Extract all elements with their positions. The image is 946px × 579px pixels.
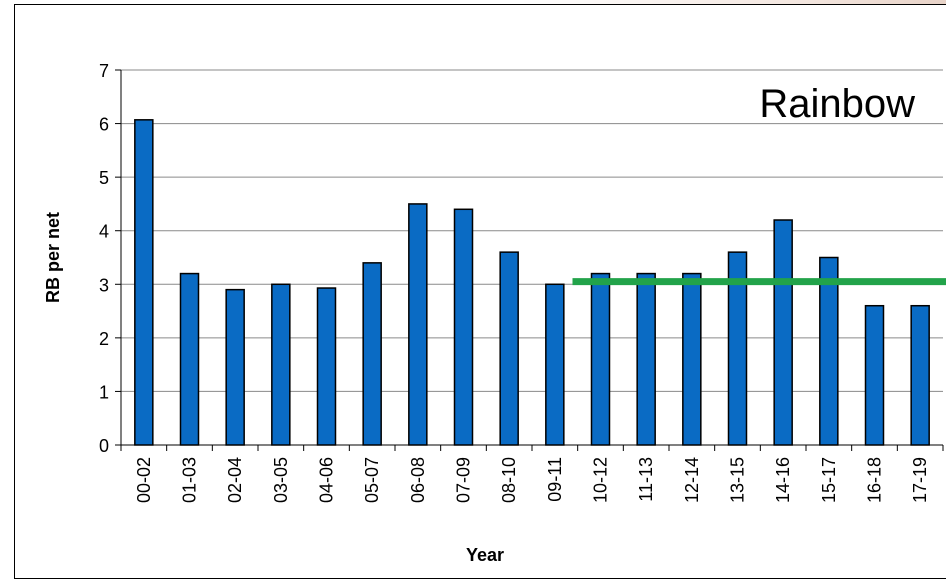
y-tick-label: 6 [99, 115, 109, 135]
x-tick-label: 17-19 [910, 457, 930, 503]
x-tick-label: 10-12 [591, 457, 611, 503]
x-axis-ticks: 00-02 01-03 02-04 03-05 04-06 05-07 06-08 07-09… [120, 445, 944, 503]
bar-03-05 [271, 283, 291, 446]
y-tick-label: 2 [99, 329, 109, 349]
x-tick-label: 16-18 [865, 457, 885, 503]
x-tick-label: 12-14 [682, 457, 702, 503]
bar-08-10 [499, 251, 519, 446]
bar-06-08 [408, 203, 428, 446]
bar-17-19 [910, 304, 930, 446]
bar-07-09 [453, 208, 474, 446]
y-tick-label: 7 [99, 61, 109, 81]
y-tick-label: 4 [99, 222, 109, 242]
x-tick-label: 14-16 [773, 457, 793, 503]
y-axis-title: RB per net [43, 212, 63, 303]
x-tick-label: 04-06 [317, 457, 337, 503]
x-tick-label: 06-08 [408, 457, 428, 503]
y-axis-ticks: 0 1 2 3 4 5 6 7 [99, 61, 121, 456]
x-tick-label: 00-02 [134, 457, 154, 503]
bar-09-11 [545, 283, 565, 446]
y-tick-label: 3 [99, 275, 109, 295]
x-tick-label: 02-04 [225, 457, 245, 503]
x-tick-label: 11-13 [636, 457, 656, 502]
bar-15-17 [819, 256, 839, 446]
x-tick-label: 09-11 [545, 457, 565, 502]
bar-01-03 [179, 272, 200, 446]
gridlines [121, 69, 943, 392]
bar-05-07 [362, 262, 382, 446]
x-tick-label: 07-09 [454, 457, 474, 503]
bar-00-02 [134, 119, 154, 446]
chart-title: Rainbow [759, 82, 915, 126]
bar-11-13 [636, 272, 656, 446]
y-tick-label: 0 [99, 436, 109, 456]
x-tick-label: 13-15 [728, 457, 748, 503]
x-axis-title: Year [466, 545, 504, 565]
x-tick-label: 01-03 [180, 457, 200, 503]
x-tick-label: 15-17 [819, 457, 839, 503]
x-tick-label: 03-05 [271, 457, 291, 503]
y-tick-label: 5 [99, 168, 109, 188]
y-tick-label: 1 [99, 382, 109, 402]
x-tick-label: 05-07 [362, 457, 382, 503]
bar-16-18 [864, 304, 885, 446]
bar-02-04 [225, 288, 245, 446]
bar-10-12 [590, 272, 611, 446]
x-tick-label: 08-10 [499, 457, 519, 503]
bar-12-14 [682, 272, 702, 446]
bar-14-16 [773, 219, 793, 446]
bar-04-06 [316, 287, 337, 446]
